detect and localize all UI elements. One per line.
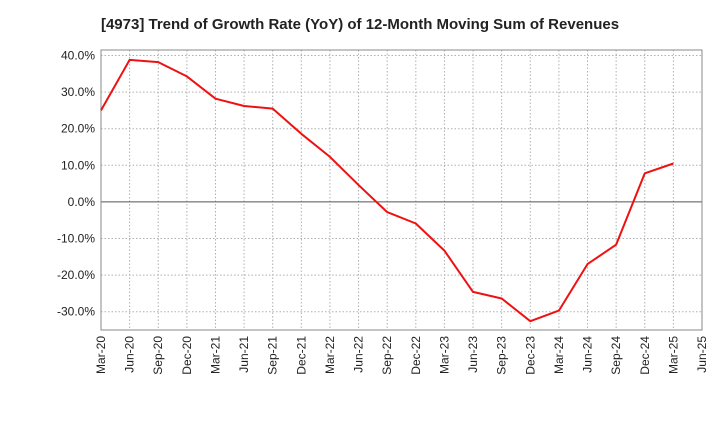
x-tick-label: Dec-20 — [180, 336, 194, 375]
y-tick-label: 40.0% — [61, 48, 95, 62]
x-tick-label: Jun-22 — [352, 336, 366, 373]
x-tick-label: Sep-21 — [266, 336, 280, 375]
series-line — [100, 58, 674, 323]
x-tick-label: Sep-23 — [495, 336, 509, 375]
y-axis-tick-labels: 40.0% 30.0% 20.0% 10.0% 0.0% -10.0% -20.0% -30.… — [57, 48, 95, 318]
x-tick-label: Jun-20 — [123, 336, 137, 373]
y-tick-label: 30.0% — [61, 85, 95, 99]
x-tick-label: Dec-23 — [523, 336, 537, 375]
y-tick-label: -30.0% — [57, 305, 95, 319]
x-tick-label: Mar-22 — [323, 336, 337, 374]
y-tick-label: 10.0% — [61, 158, 95, 172]
x-tick-label: Jun-23 — [466, 336, 480, 373]
x-tick-label: Sep-24 — [609, 336, 623, 375]
y-tick-label: -20.0% — [57, 268, 95, 282]
x-tick-label: Dec-24 — [638, 336, 652, 375]
x-tick-label: Mar-23 — [437, 336, 451, 374]
x-tick-label: Sep-20 — [151, 336, 165, 375]
x-tick-label: Mar-25 — [666, 336, 680, 374]
x-tick-label: Mar-21 — [208, 336, 222, 374]
x-tick-label: Mar-20 — [94, 336, 108, 374]
x-tick-label: Jun-24 — [581, 336, 595, 373]
x-tick-label: Dec-22 — [409, 336, 423, 375]
x-axis-tick-labels: Mar-20 Jun-20 Sep-20 Dec-20 Mar-21 Jun-21 Sep-… — [94, 336, 709, 375]
chart-title: [4973] Trend of Growth Rate (YoY) of 12-… — [100, 16, 620, 33]
plot-area-frame — [100, 49, 703, 331]
y-tick-label: 20.0% — [61, 122, 95, 136]
x-tick-label: Jun-21 — [237, 336, 251, 373]
y-tick-label: -10.0% — [57, 231, 95, 245]
vertical-gridlines — [100, 50, 703, 330]
x-tick-label: Dec-21 — [294, 336, 308, 375]
x-tick-label: Jun-25 — [695, 336, 709, 373]
x-tick-label: Sep-22 — [380, 336, 394, 375]
horizontal-gridlines — [101, 54, 702, 313]
y-tick-label: 0.0% — [68, 195, 96, 209]
x-tick-label: Mar-24 — [552, 336, 566, 374]
